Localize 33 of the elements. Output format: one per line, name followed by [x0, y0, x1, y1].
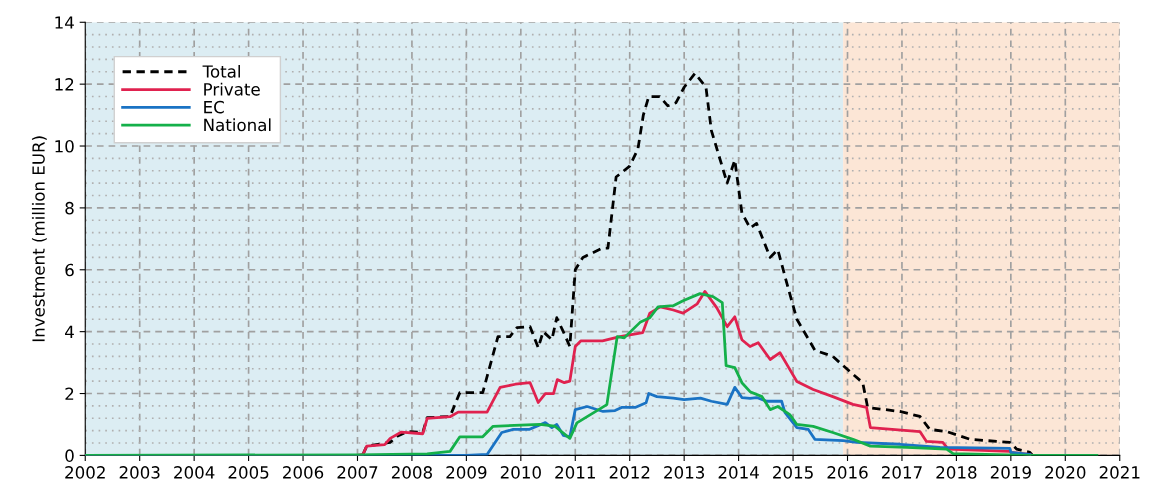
x-tick-label: 2008: [391, 466, 432, 479]
y-tick-label: 0: [65, 449, 74, 462]
x-tick-label: 2002: [65, 466, 105, 479]
x-tick-label: 2007: [337, 466, 378, 479]
x-tick-label: 2014: [718, 466, 759, 479]
x-tick-label: 2018: [936, 466, 977, 479]
x-tick-label: 2005: [228, 466, 269, 479]
y-tick-label: 4: [65, 325, 74, 338]
x-tick-label: 2013: [664, 466, 705, 479]
y-tick-label: 14: [55, 16, 74, 29]
y-tick-label: 12: [55, 78, 74, 91]
legend-label: EC: [204, 100, 224, 114]
legend-label: National: [204, 118, 271, 132]
x-tick-label: 2019: [990, 466, 1031, 479]
x-tick-label: 2009: [446, 466, 487, 479]
x-tick-label: 2004: [174, 466, 215, 479]
legend-label: Private: [204, 82, 260, 96]
x-tick-label: 2016: [827, 466, 868, 479]
x-tick-label: 2010: [500, 466, 541, 479]
x-tick-label: 2021: [1099, 466, 1140, 479]
x-tick-label: 2011: [555, 466, 595, 479]
x-tick-label: 2017: [881, 466, 922, 479]
x-tick-label: 2012: [609, 466, 650, 479]
x-tick-label: 2003: [119, 466, 160, 479]
y-axis-title: Investment (million EUR): [31, 136, 47, 342]
legend-label: Total: [202, 64, 240, 78]
y-tick-label: 2: [65, 387, 74, 400]
x-tick-label: 2020: [1045, 466, 1086, 479]
y-tick-label: 6: [65, 263, 74, 277]
y-tick-label: 10: [55, 139, 74, 153]
y-tick-label: 8: [65, 201, 74, 215]
x-tick-label: 2006: [283, 466, 324, 479]
x-tick-label: 2015: [773, 466, 813, 479]
